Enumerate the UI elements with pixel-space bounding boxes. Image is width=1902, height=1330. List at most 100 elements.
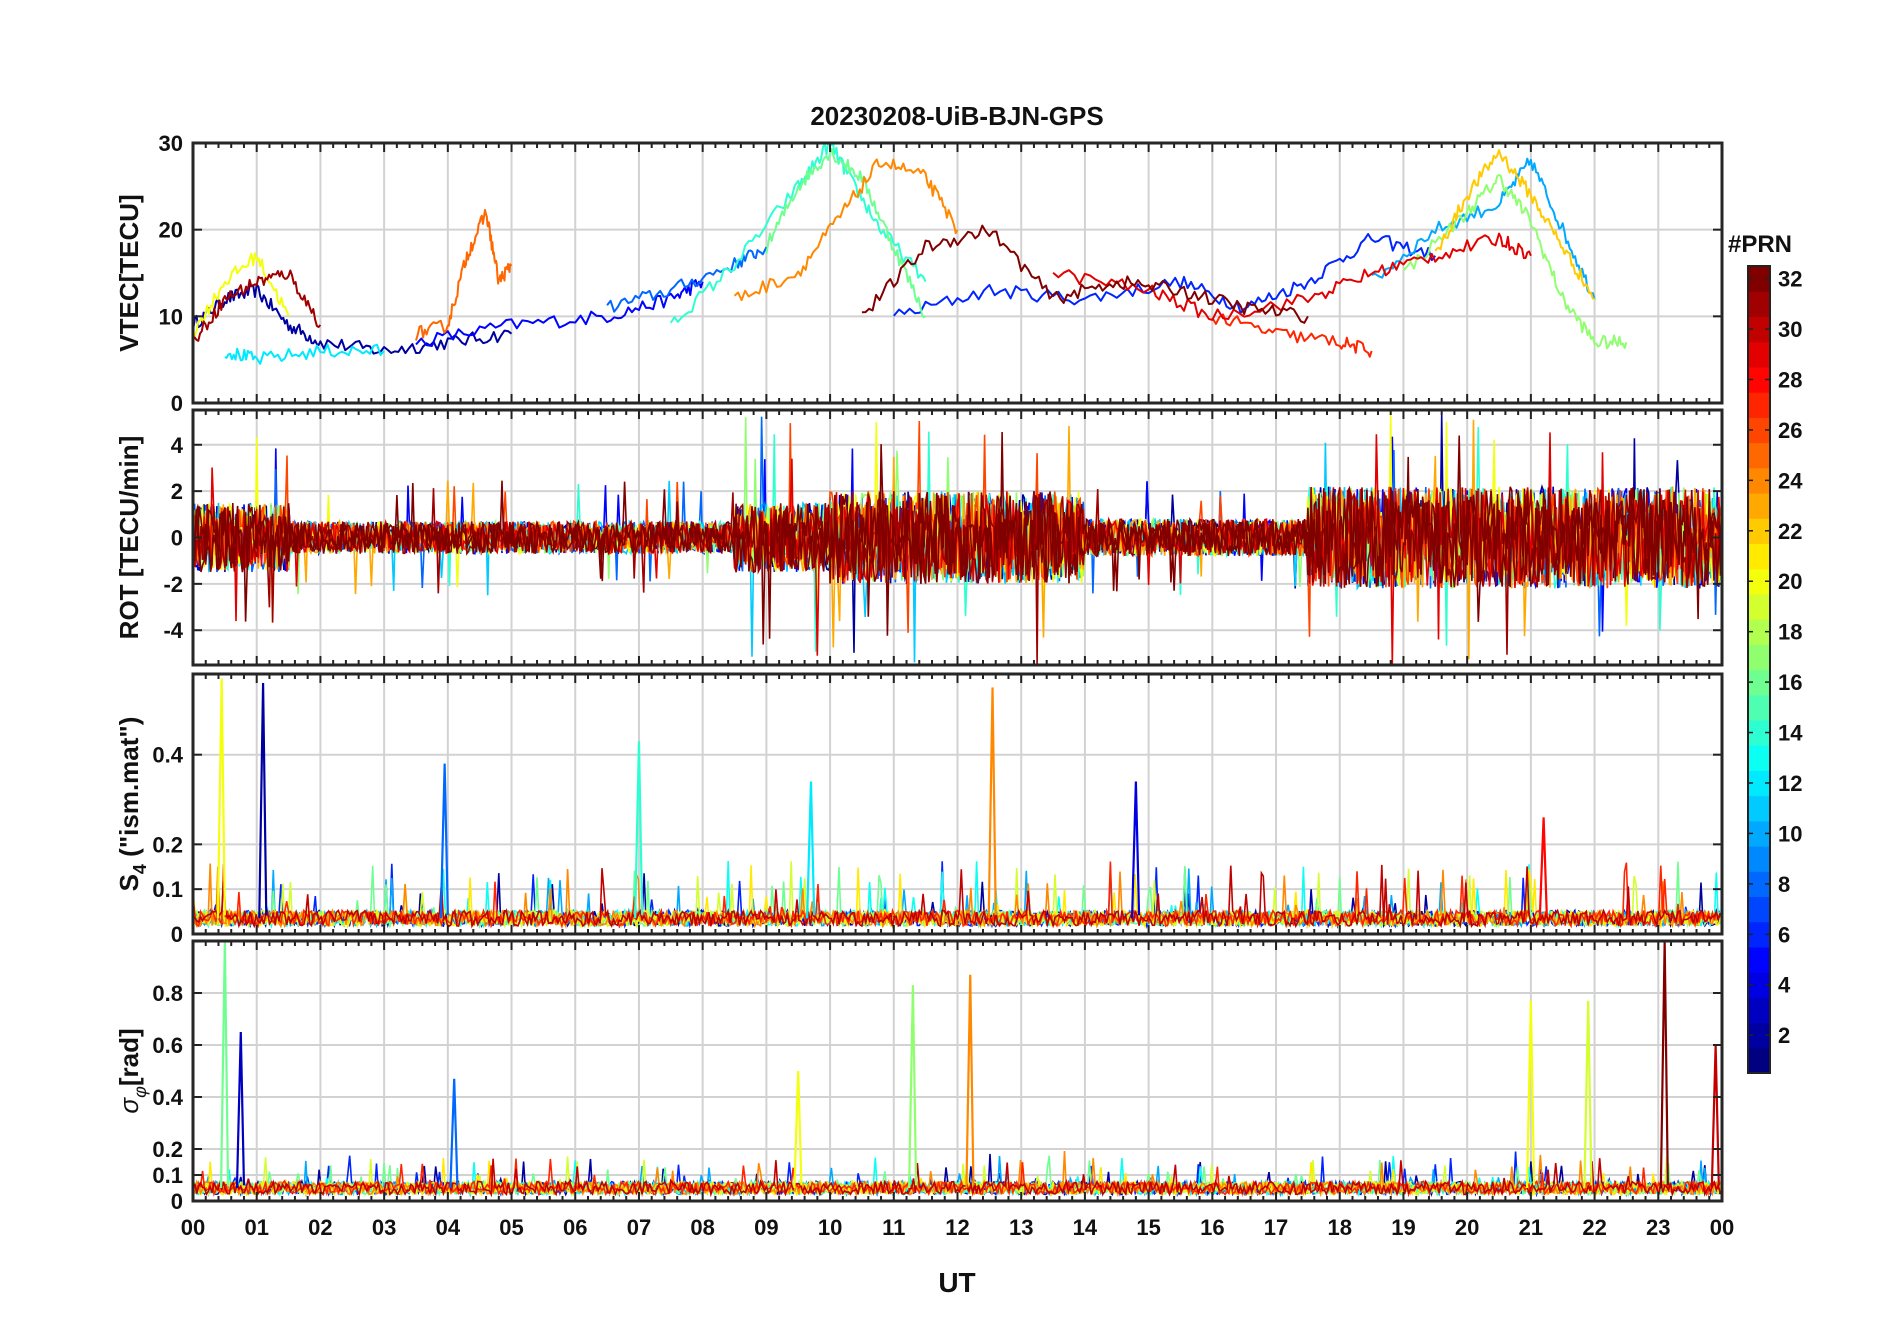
sigma_phi-peak bbox=[1659, 941, 1669, 1189]
sigma_phi-ytick-label: 0.1 bbox=[152, 1163, 183, 1188]
rot-frame bbox=[191, 408, 1724, 667]
colorbar-level bbox=[1748, 644, 1770, 671]
colorbar-tick-label: 24 bbox=[1778, 468, 1803, 493]
colorbar-level bbox=[1748, 366, 1770, 393]
colorbar-level bbox=[1748, 619, 1770, 645]
x-tick-label: 21 bbox=[1519, 1215, 1543, 1240]
rot-ytick-label: 2 bbox=[171, 479, 183, 504]
series-prn-17 bbox=[1402, 174, 1628, 350]
colorbar-level bbox=[1748, 568, 1770, 595]
colorbar-tick-label: 22 bbox=[1778, 519, 1802, 544]
x-tick-label: 12 bbox=[945, 1215, 969, 1240]
sigma_phi-peak bbox=[235, 1031, 246, 1189]
sigma_phi-ytick-label: 0 bbox=[171, 1189, 183, 1214]
chart-title: 20230208-UiB-BJN-GPS bbox=[810, 101, 1103, 131]
x-tick-label: 02 bbox=[308, 1215, 332, 1240]
colorbar-level bbox=[1748, 316, 1770, 343]
sigma_phi-data bbox=[193, 941, 1721, 1198]
sigma_phi-peak bbox=[1525, 1000, 1536, 1189]
sigma_phi-ylabel: σφ[rad] bbox=[114, 1028, 150, 1113]
colorbar-level bbox=[1748, 820, 1770, 847]
sigma_phi-ytick-label: 0.8 bbox=[152, 981, 183, 1006]
colorbar-level bbox=[1748, 1022, 1770, 1049]
s4-frame bbox=[191, 672, 1724, 936]
x-tick-label: 18 bbox=[1328, 1215, 1352, 1240]
colorbar-tick-label: 4 bbox=[1778, 973, 1791, 998]
colorbar-level bbox=[1748, 921, 1770, 948]
x-tick-label: 16 bbox=[1200, 1215, 1224, 1240]
colorbar-level bbox=[1748, 593, 1770, 620]
colorbar-level bbox=[1748, 719, 1770, 746]
s4-ytick-label: 0 bbox=[171, 922, 183, 947]
s4-peak bbox=[634, 741, 644, 919]
x-tick-label: 09 bbox=[754, 1215, 778, 1240]
series-prn-10 bbox=[1371, 157, 1596, 300]
colorbar-level bbox=[1748, 341, 1770, 368]
x-tick-label: 08 bbox=[690, 1215, 714, 1240]
vtec-frame bbox=[191, 141, 1724, 405]
rot-ytick-label: 4 bbox=[171, 433, 184, 458]
sigma_phi-series-prn-30 bbox=[193, 1158, 1721, 1198]
colorbar-level bbox=[1748, 669, 1770, 696]
x-tick-label: 13 bbox=[1009, 1215, 1033, 1240]
s4-ytick-label: 0.1 bbox=[152, 877, 183, 902]
series-prn-24 bbox=[733, 158, 959, 302]
colorbar-tick-label: 14 bbox=[1778, 721, 1803, 746]
s4-peak bbox=[1130, 781, 1141, 919]
colorbar-level bbox=[1748, 871, 1770, 898]
s4-series-prn-27 bbox=[193, 861, 1721, 929]
vtec-data bbox=[193, 143, 1628, 365]
panel-rot: -4 -2 0 2 4 ROT [TECU/min] bbox=[114, 408, 1724, 667]
x-tick-label: 22 bbox=[1582, 1215, 1606, 1240]
series-prn-25 bbox=[415, 209, 513, 341]
sigma_phi-ytick-label: 0.6 bbox=[152, 1033, 183, 1058]
sigma_phi-ytick-label: 0.4 bbox=[152, 1085, 183, 1110]
s4-data bbox=[193, 678, 1721, 930]
colorbar-level bbox=[1748, 694, 1770, 721]
x-tick-label: 14 bbox=[1073, 1215, 1098, 1240]
series-prn-6 bbox=[893, 233, 1437, 317]
series-prn-5 bbox=[415, 279, 704, 347]
rot-ytick-label: -2 bbox=[163, 572, 183, 597]
sigma_phi-frame bbox=[191, 939, 1724, 1203]
s4-peak bbox=[258, 682, 268, 919]
x-tick-label: 05 bbox=[499, 1215, 523, 1240]
colorbar-label: #PRN bbox=[1728, 231, 1792, 258]
colorbar-frame bbox=[1747, 265, 1771, 1074]
colorbar-level bbox=[1748, 846, 1770, 872]
colorbar-level bbox=[1748, 543, 1770, 570]
s4-peak bbox=[439, 763, 449, 919]
s4-ytick-label: 0.4 bbox=[152, 743, 183, 768]
colorbar-level bbox=[1748, 392, 1770, 418]
sigma_phi-ytick-label: 0.2 bbox=[152, 1137, 183, 1162]
sigma_phi-peak bbox=[1583, 1000, 1593, 1189]
s4-ylabel: S4 ("ism.mat") bbox=[114, 717, 150, 892]
colorbar-level bbox=[1748, 442, 1770, 469]
colorbar-level bbox=[1748, 770, 1770, 797]
s4-peak bbox=[806, 781, 816, 919]
colorbar-level bbox=[1748, 896, 1770, 923]
vtec-ytick-label: 30 bbox=[159, 131, 183, 156]
series-prn-22 bbox=[1434, 149, 1595, 300]
colorbar-level bbox=[1748, 997, 1770, 1024]
s4-peak bbox=[216, 678, 226, 919]
vtec-ytick-label: 0 bbox=[171, 391, 183, 416]
colorbar-tick-label: 32 bbox=[1778, 267, 1802, 292]
colorbar-level bbox=[1748, 467, 1770, 494]
series-prn-2 bbox=[193, 283, 513, 355]
colorbar-level bbox=[1748, 972, 1770, 998]
x-tick-label: 07 bbox=[627, 1215, 651, 1240]
x-axis-label: UT bbox=[938, 1267, 975, 1298]
colorbar-tick-label: 30 bbox=[1778, 317, 1802, 342]
series-prn-8 bbox=[606, 246, 768, 313]
colorbar-tick-label: 6 bbox=[1778, 922, 1790, 947]
series-prn-29 bbox=[1052, 232, 1532, 321]
x-tick-label: 00 bbox=[1710, 1215, 1734, 1240]
rot-ylabel: ROT [TECU/min] bbox=[114, 436, 144, 640]
x-tick-label: 15 bbox=[1136, 1215, 1160, 1240]
rot-series-prn-26 bbox=[193, 420, 1722, 637]
series-prn-12 bbox=[224, 343, 385, 365]
series-prn-32 bbox=[861, 224, 1309, 324]
